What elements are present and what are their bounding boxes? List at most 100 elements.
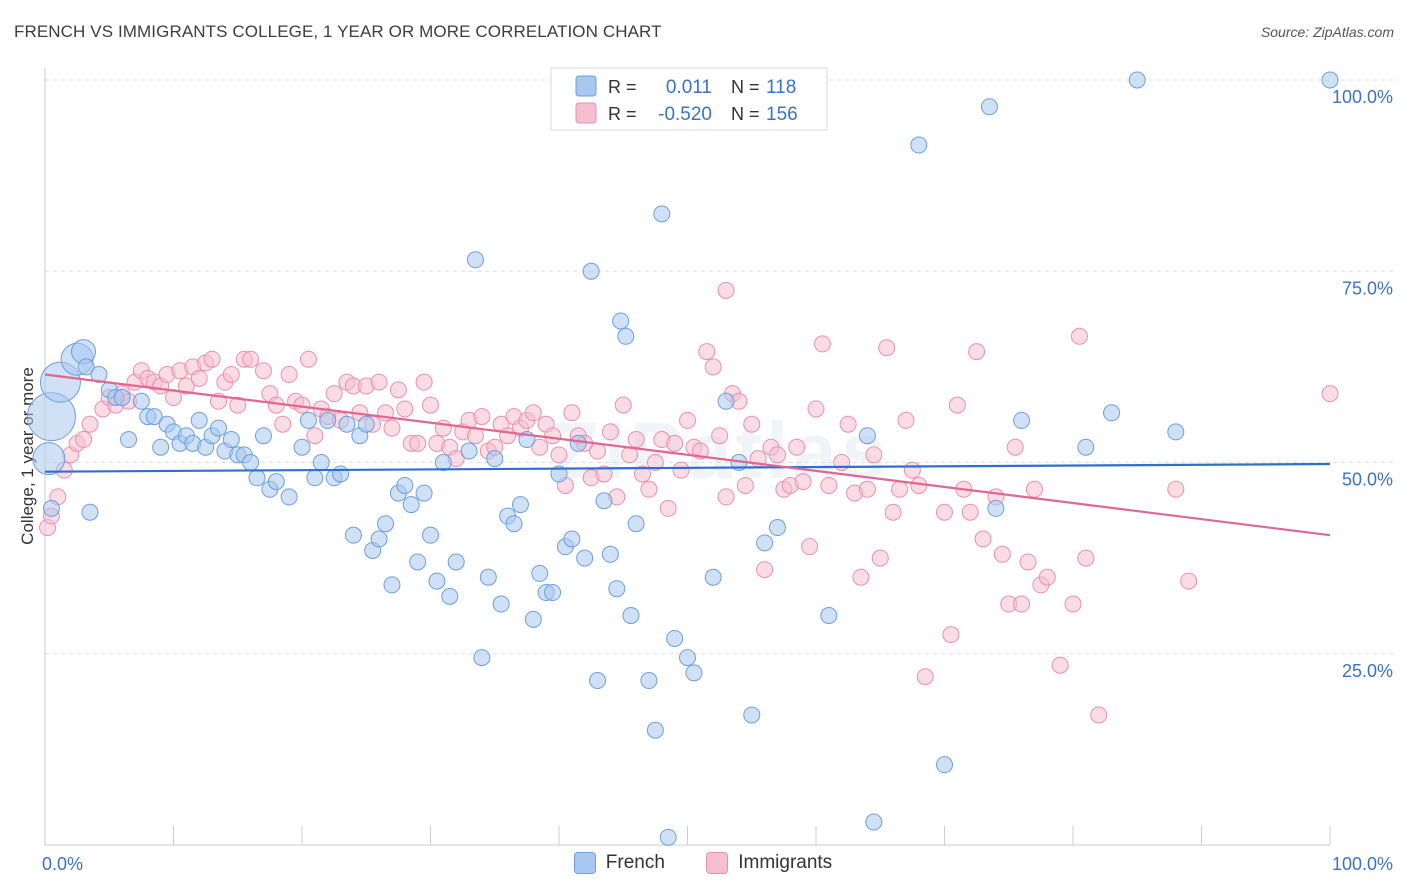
immigrants-point [736,476,754,494]
french-point [756,534,774,552]
immigrants-point [717,281,735,299]
french-point [338,415,356,433]
french-point [666,629,684,647]
french-point [550,465,568,483]
immigrants-point [473,408,491,426]
immigrants-point [627,431,645,449]
immigrants-point [891,480,909,498]
french-point [595,492,613,510]
immigrants-point [743,415,761,433]
french-n-label: N = [731,77,760,97]
french-point [717,392,735,410]
immigrants-point [531,438,549,456]
french-point [685,664,703,682]
immigrants-point [1321,385,1339,403]
french-point [627,515,645,533]
immigrants-point [1077,549,1095,567]
french-point [479,568,497,586]
french-point [612,312,630,330]
french-point [743,706,761,724]
immigrants-point [1167,480,1185,498]
french-point [319,411,337,429]
french-point [113,388,131,406]
immigrants-point [415,373,433,391]
immigrants-point [563,404,581,422]
french-point [589,672,607,690]
immigrants-point [396,400,414,418]
immigrants-point [1038,568,1056,586]
immigrants-point [1180,572,1198,590]
data-points [26,71,1339,846]
y-tick-label: 25.0% [1342,661,1393,681]
immigrants-point [601,423,619,441]
french-point [569,434,587,452]
x-tick-label: 0.0% [42,854,83,874]
immigrants-point [788,438,806,456]
french-point [254,427,272,445]
french-point [145,408,163,426]
french-point [306,469,324,487]
source-label: Source: ZipAtlas.com [1260,24,1394,40]
immigrants-point [203,350,221,368]
french-point [1013,411,1031,429]
immigrants-point [968,343,986,361]
immigrants-point [1025,480,1043,498]
french-point [267,473,285,491]
immigrants-point [389,381,407,399]
french-point [511,496,529,514]
trend-lines [44,373,1331,537]
immigrants-point [325,385,343,403]
french-point [428,572,446,590]
french-point [383,576,401,594]
immigrants-point [190,369,208,387]
french-point [42,499,60,517]
french-point [132,392,150,410]
french-point [447,553,465,571]
immigrants-point [942,626,960,644]
french-point [653,205,671,223]
french-point [563,530,581,548]
immigrants-point [81,415,99,433]
immigrants-point [550,446,568,464]
legend-item-immigrants[interactable]: Immigrants [706,852,832,874]
immigrants-point [383,419,401,437]
immigrants-point [884,503,902,521]
immigrants-point [1070,327,1088,345]
french-point [152,438,170,456]
immigrants-n-label: N = [731,104,760,124]
immigrants-point [936,503,953,521]
french-point [531,564,549,582]
immigrants-point [852,568,870,586]
immigrants-point [948,396,966,414]
french-point [460,442,478,460]
immigrants-point [813,335,831,353]
french-point [486,450,504,468]
immigrants-point [640,480,658,498]
legend-item-french[interactable]: French [573,852,665,874]
immigrants-point [878,339,896,357]
immigrants-point [595,465,613,483]
immigrants-point [306,427,324,445]
y-tick-label: 50.0% [1342,470,1393,490]
immigrants-point [280,366,298,384]
immigrants-point [242,350,260,368]
french-point [32,442,66,476]
immigrants-point [646,454,664,471]
immigrants-point [1064,595,1082,613]
immigrants-point [865,446,883,464]
french-point [357,415,375,433]
french-point [858,427,876,445]
french-r-label: R = [608,77,637,97]
french-point [293,438,311,456]
stats-legend: R = 0.011 N = 118 R = -0.520 N = 156 [550,67,828,131]
immigrants-point [839,415,857,433]
immigrants-point [801,538,819,556]
immigrants-point [614,396,632,414]
french-swatch [575,75,597,97]
immigrants-point [916,668,934,686]
immigrants-point [897,411,915,429]
french-point [473,649,491,667]
french-point [466,251,484,269]
french-point [312,454,330,471]
